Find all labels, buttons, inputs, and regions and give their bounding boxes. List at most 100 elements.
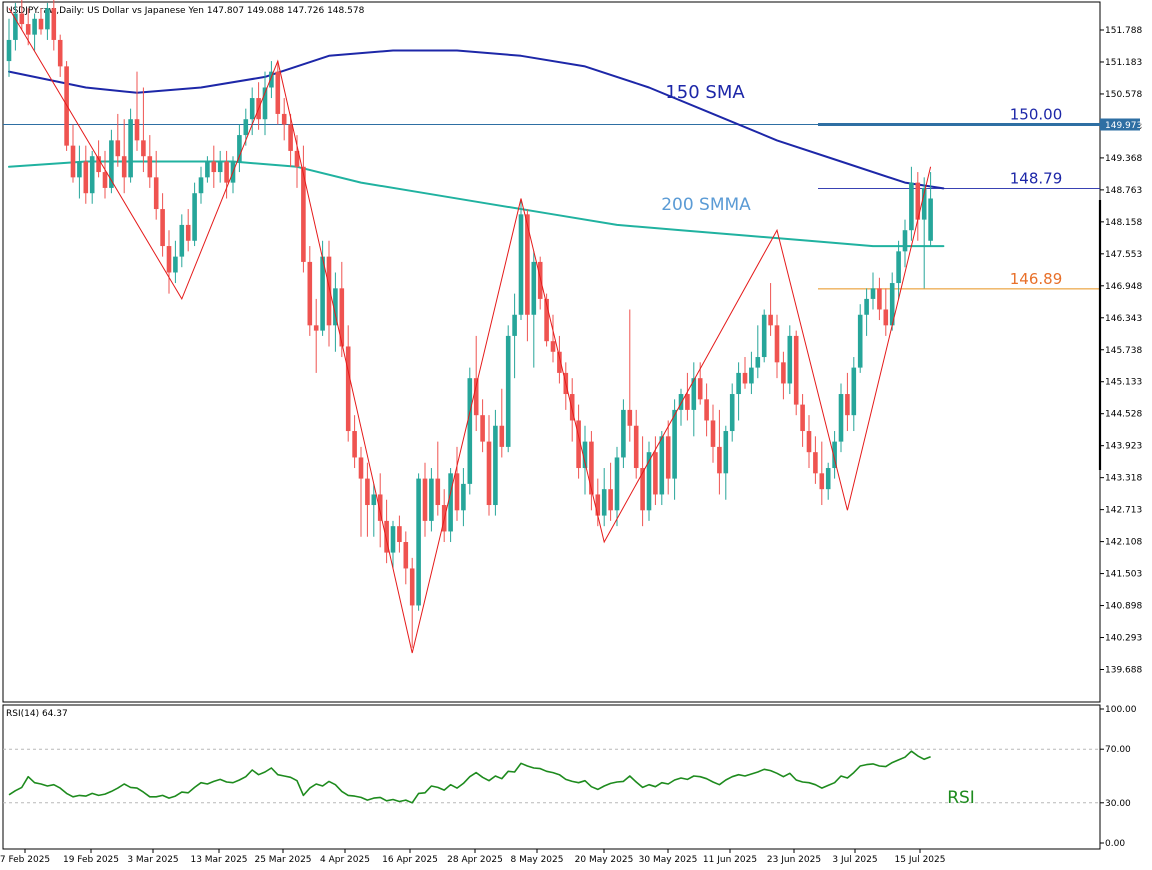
candle	[723, 425, 729, 500]
moving-averages	[8, 49, 945, 248]
candle-body	[333, 288, 338, 326]
candle-body	[915, 182, 921, 220]
candle	[454, 446, 460, 521]
price-tick-label: 142.713	[1105, 506, 1142, 516]
rsi-tick-label: 100.00	[1105, 705, 1137, 715]
candle	[128, 108, 133, 183]
candle	[640, 436, 645, 527]
candle-body	[313, 325, 319, 331]
candle-body	[275, 71, 281, 114]
candle	[806, 415, 812, 469]
candle-body	[345, 346, 351, 432]
candle	[774, 314, 780, 379]
candle	[13, 2, 18, 51]
annotation-150-sma: 150 SMA	[665, 82, 745, 103]
price-tick-label: 145.738	[1105, 346, 1142, 356]
candle	[467, 367, 473, 495]
candle-body	[205, 161, 210, 178]
candle	[32, 13, 37, 51]
candle-body	[262, 87, 268, 120]
candle-body	[422, 478, 428, 521]
candle-body	[70, 145, 76, 178]
candle-body	[326, 256, 332, 326]
candle-body	[134, 119, 140, 141]
candle-body	[704, 399, 709, 421]
candle-body	[857, 314, 863, 368]
chart-header: USDJPY.raw,Daily: US Dollar vs Japanese …	[6, 6, 365, 16]
candle	[57, 34, 63, 77]
rsi-line	[8, 750, 931, 804]
candle-body	[288, 124, 293, 151]
candle	[672, 399, 677, 500]
candle	[749, 351, 754, 395]
candle	[691, 362, 697, 437]
candle	[493, 409, 498, 516]
candle	[685, 372, 690, 421]
candle	[813, 436, 818, 484]
price-tick-label: 148.763	[1105, 186, 1142, 196]
candle-body	[243, 119, 249, 136]
price-tick-label: 148.158	[1105, 218, 1142, 228]
candle-body	[121, 156, 127, 178]
candle	[141, 87, 146, 173]
candle-body	[185, 224, 191, 241]
candle-body	[237, 135, 242, 162]
candle	[473, 335, 479, 432]
time-tick-label: 28 Apr 2025	[447, 855, 503, 865]
candle-body	[595, 494, 601, 516]
candle-body	[889, 283, 895, 326]
candle	[422, 462, 428, 537]
candle-body	[320, 256, 325, 331]
candle-body	[77, 161, 82, 178]
candle	[19, 0, 25, 30]
candle	[313, 298, 319, 373]
candle	[736, 362, 741, 421]
candle-body	[32, 18, 37, 35]
time-tick-label: 4 Apr 2025	[320, 855, 370, 865]
candle-body	[537, 261, 543, 299]
candle	[787, 325, 793, 395]
candle-body	[864, 298, 869, 315]
candle-body	[646, 452, 652, 511]
candle	[384, 499, 389, 564]
candle-body	[793, 335, 799, 405]
candle-body	[281, 113, 287, 125]
candle	[307, 246, 313, 336]
candle-body	[51, 8, 57, 40]
ma-line-200-smma	[8, 160, 945, 248]
rsi-tick-label: 0.00	[1105, 839, 1125, 849]
candle-body	[518, 214, 524, 315]
candle	[582, 425, 588, 495]
price-axis: 151.788 151.183 150.578 149.973 149.368 148.7…	[1098, 26, 1142, 676]
candle	[51, 0, 57, 51]
candle	[877, 277, 882, 321]
candle-body	[819, 473, 825, 490]
candle	[77, 145, 82, 199]
candle	[800, 394, 805, 447]
candle-body	[525, 214, 530, 315]
candle-body	[153, 177, 159, 210]
candle-body	[141, 140, 146, 157]
candle-body	[13, 13, 18, 40]
candle-body	[505, 335, 511, 447]
candle	[403, 531, 409, 585]
candle-body	[301, 166, 306, 262]
candle-body	[710, 420, 716, 447]
candle	[851, 357, 857, 432]
candle	[121, 119, 127, 194]
candle-body	[614, 457, 620, 511]
price-tick-label: 140.898	[1105, 602, 1142, 612]
candle-body	[800, 404, 805, 432]
candle-body	[429, 478, 434, 521]
ohlc-text: 147.807 149.088 147.726 148.578	[207, 6, 365, 16]
candle	[557, 335, 562, 384]
candle-body	[96, 156, 101, 173]
candle	[793, 330, 799, 416]
candle-body	[544, 298, 549, 342]
candle	[896, 240, 901, 299]
candle	[525, 209, 530, 342]
candle-body	[45, 8, 50, 30]
price-tick-label: 139.688	[1105, 666, 1142, 676]
candle	[102, 150, 108, 199]
